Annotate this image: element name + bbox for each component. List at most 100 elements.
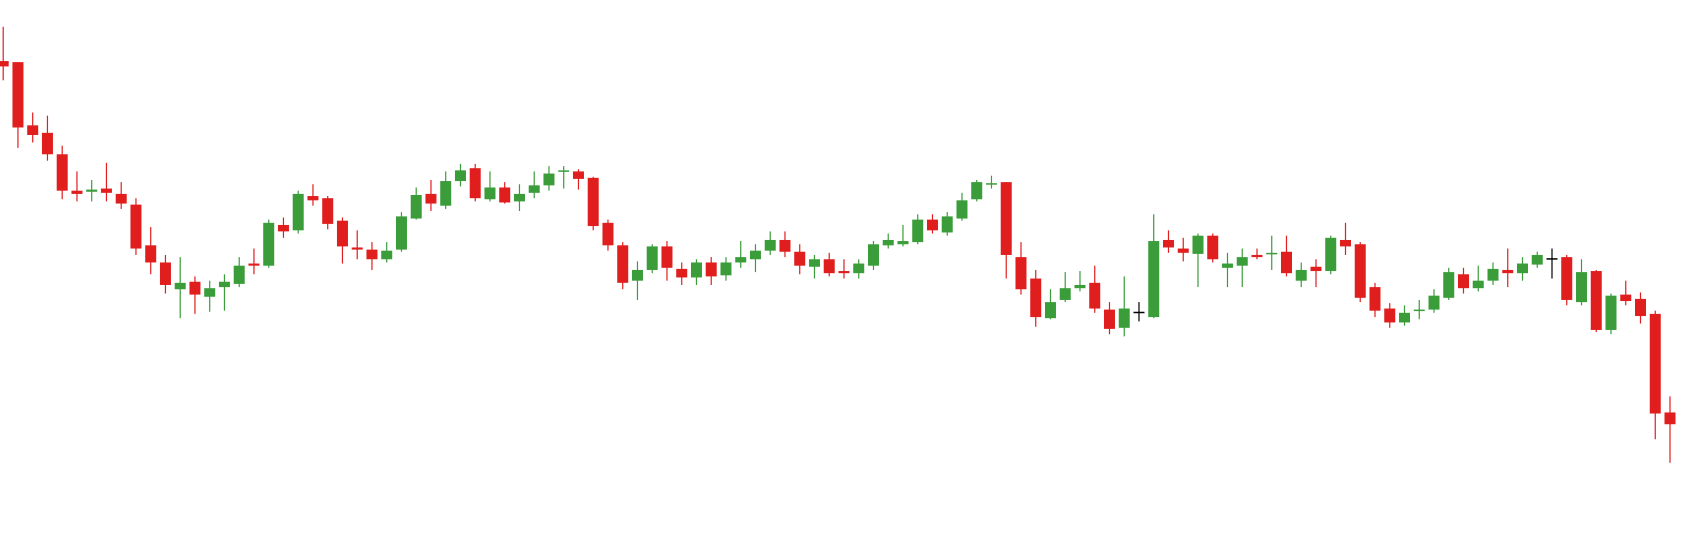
candle-body bbox=[1103, 309, 1115, 329]
candle-body bbox=[646, 246, 658, 270]
candle-body bbox=[159, 262, 171, 285]
candle-body bbox=[218, 281, 230, 288]
candle-body bbox=[248, 263, 260, 266]
candle-body bbox=[1428, 295, 1440, 310]
candle-body bbox=[86, 189, 98, 192]
candle-body bbox=[941, 216, 953, 233]
candle-body bbox=[1413, 309, 1425, 312]
candle-body bbox=[499, 187, 511, 203]
candle-body bbox=[853, 263, 865, 274]
candle-body bbox=[1546, 258, 1558, 260]
candle-body bbox=[1221, 263, 1233, 268]
candle-body bbox=[1030, 278, 1042, 318]
candle-body bbox=[1605, 295, 1617, 330]
candle-body bbox=[366, 249, 378, 260]
candle-body bbox=[1472, 280, 1484, 289]
candle-body bbox=[1000, 182, 1012, 255]
candle-body bbox=[956, 200, 968, 219]
candle-body bbox=[1074, 284, 1086, 289]
candle-body bbox=[1369, 287, 1381, 311]
candle-body bbox=[1148, 241, 1160, 318]
candle-body bbox=[882, 239, 894, 246]
candle-body bbox=[322, 198, 334, 224]
candle-body bbox=[440, 181, 452, 206]
candle-body bbox=[631, 269, 643, 281]
candle-body bbox=[1354, 244, 1366, 298]
candle-body bbox=[1325, 237, 1337, 272]
candle-body bbox=[1502, 269, 1514, 274]
candle-body bbox=[1457, 274, 1469, 289]
candle-body bbox=[1059, 288, 1071, 300]
candle-body bbox=[145, 245, 157, 263]
candle-body bbox=[676, 268, 688, 278]
candle-body bbox=[1664, 412, 1676, 425]
candle-body bbox=[1634, 298, 1646, 317]
candle-body bbox=[1487, 268, 1499, 281]
candle-body bbox=[0, 61, 9, 67]
candle-body bbox=[307, 196, 319, 201]
candle-body bbox=[115, 193, 127, 204]
candle-body bbox=[617, 245, 629, 283]
candle-body bbox=[720, 262, 732, 276]
candle-body bbox=[1561, 257, 1573, 300]
candle-body bbox=[1531, 254, 1543, 265]
candle-body bbox=[1649, 313, 1661, 414]
candle-body bbox=[912, 219, 924, 243]
candle-body bbox=[1177, 248, 1189, 253]
candle-body bbox=[543, 173, 555, 186]
candle-body bbox=[1310, 266, 1322, 272]
candle-body bbox=[1398, 312, 1410, 323]
candle-body bbox=[602, 222, 614, 246]
candle-body bbox=[100, 188, 112, 193]
candle-body bbox=[1295, 269, 1307, 281]
candle-body bbox=[56, 154, 68, 191]
candle-body bbox=[336, 220, 348, 247]
candle-body bbox=[381, 250, 393, 260]
candle-body bbox=[130, 204, 142, 249]
candle-body bbox=[1236, 257, 1248, 266]
candle-body bbox=[705, 262, 717, 277]
candle-body bbox=[808, 259, 820, 267]
candle-body bbox=[174, 282, 186, 290]
candle-body bbox=[528, 185, 540, 193]
candle-body bbox=[985, 183, 997, 185]
candle-body bbox=[425, 193, 437, 204]
candle-body bbox=[204, 288, 216, 297]
candle-body bbox=[27, 125, 39, 135]
candle-body bbox=[189, 281, 201, 295]
candle-body bbox=[749, 250, 761, 260]
candle-body bbox=[277, 224, 289, 232]
candle-body bbox=[735, 257, 747, 263]
candle-body bbox=[572, 171, 584, 179]
candle-body bbox=[558, 170, 570, 172]
candle-body bbox=[1207, 235, 1219, 260]
candle-body bbox=[12, 62, 24, 128]
candle-body bbox=[1266, 252, 1278, 255]
candle-body bbox=[1384, 308, 1396, 323]
candle-body bbox=[292, 193, 304, 231]
candle-body bbox=[1620, 294, 1632, 302]
candle-body bbox=[867, 244, 879, 266]
candle-body bbox=[351, 247, 363, 250]
candle-body bbox=[661, 246, 673, 268]
candle-body bbox=[926, 219, 938, 231]
candle-body bbox=[1516, 263, 1528, 274]
candle-body bbox=[1575, 272, 1587, 303]
candle-body bbox=[1044, 302, 1056, 319]
candle-body bbox=[794, 251, 806, 266]
candle-body bbox=[41, 132, 53, 155]
candle-body bbox=[1089, 282, 1101, 309]
candle-body bbox=[1339, 239, 1351, 247]
candle-body bbox=[1015, 257, 1027, 290]
candle-body bbox=[1118, 308, 1130, 328]
candle-body bbox=[1280, 251, 1292, 274]
candle-body bbox=[484, 187, 496, 200]
candle-body bbox=[1162, 239, 1174, 248]
candle-body bbox=[779, 239, 791, 252]
candle-body bbox=[838, 271, 850, 274]
candle-body bbox=[469, 168, 481, 199]
candle-body bbox=[454, 170, 466, 182]
candle-body bbox=[587, 177, 599, 227]
